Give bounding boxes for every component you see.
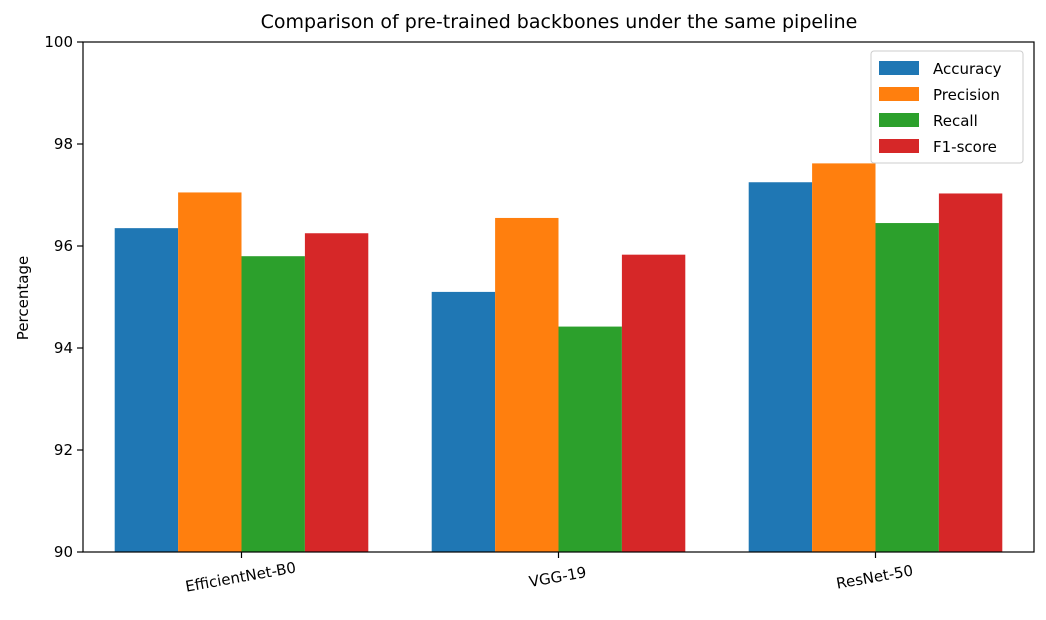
y-tick-label: 94 xyxy=(54,339,73,357)
legend-swatch xyxy=(879,87,919,101)
bar-f1-score xyxy=(938,193,1003,552)
bar-accuracy xyxy=(114,228,179,552)
y-tick-label: 100 xyxy=(44,33,73,51)
bars-layer xyxy=(114,163,1003,553)
plot-frame xyxy=(82,41,1035,553)
legend-frame xyxy=(870,50,1024,164)
bar-accuracy xyxy=(431,291,496,552)
y-tick-label: 96 xyxy=(54,237,73,255)
legend: Accuracy Precision Recall F1-score xyxy=(870,50,1024,164)
legend-swatch xyxy=(879,139,919,153)
bar-f1-score xyxy=(621,254,686,553)
bar-precision xyxy=(178,192,242,552)
legend-label: Accuracy xyxy=(933,60,1002,78)
y-tick-label: 92 xyxy=(54,441,73,459)
bar-recall xyxy=(241,256,305,552)
x-tick-label: ResNet-50 xyxy=(835,561,915,592)
y-tick-label: 90 xyxy=(54,543,73,561)
y-axis-ticks: 90 92 94 96 98 100 xyxy=(44,33,83,561)
bar-accuracy xyxy=(748,182,813,552)
bar-recall xyxy=(558,326,622,552)
legend-swatch xyxy=(879,61,919,75)
bar-precision xyxy=(495,217,559,552)
legend-swatch xyxy=(879,113,919,127)
bar-recall xyxy=(875,223,939,553)
y-axis-label: Percentage xyxy=(14,256,32,340)
y-tick-label: 98 xyxy=(54,135,73,153)
legend-label: Precision xyxy=(933,86,1000,104)
x-tick-label: EfficientNet-B0 xyxy=(184,558,297,595)
bar-f1-score xyxy=(304,233,369,552)
x-axis-ticks: EfficientNet-B0 VGG-19 ResNet-50 xyxy=(184,552,915,596)
x-tick-label: VGG-19 xyxy=(528,563,588,591)
legend-label: F1-score xyxy=(933,138,997,156)
legend-label: Recall xyxy=(933,112,978,130)
bar-precision xyxy=(812,163,876,552)
chart-title: Comparison of pre-trained backbones unde… xyxy=(261,11,858,33)
